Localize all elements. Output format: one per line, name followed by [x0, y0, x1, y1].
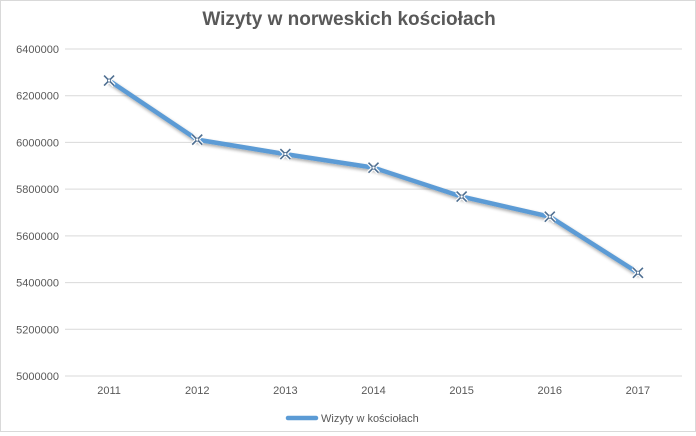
y-tick-label: 5600000	[16, 231, 59, 243]
x-tick-label: 2013	[273, 385, 297, 397]
data-point-marker	[455, 190, 469, 204]
data-point-marker	[631, 266, 645, 280]
y-tick-label: 5200000	[16, 324, 59, 336]
x-tick-label: 2012	[185, 385, 209, 397]
x-tick-label: 2015	[449, 385, 473, 397]
legend-item: Wizyty w kościołach	[285, 413, 419, 425]
y-tick-label: 5800000	[16, 184, 59, 196]
y-tick-label: 5000000	[16, 371, 59, 383]
chart-title: Wizyty w norweskich kościołach	[202, 9, 496, 30]
data-point-marker	[543, 210, 557, 224]
y-tick-label: 6200000	[16, 91, 59, 103]
x-tick-label: 2016	[538, 385, 562, 397]
series-line	[106, 78, 641, 276]
data-point-marker	[102, 74, 116, 87]
x-tick-label: 2017	[626, 385, 650, 397]
y-tick-label: 6400000	[16, 44, 59, 56]
data-point-marker	[367, 161, 380, 175]
x-tick-label: 2014	[361, 385, 385, 397]
x-tick-label: 2011	[97, 385, 121, 397]
legend-label: Wizyty w kościołach	[321, 413, 419, 425]
data-point-marker	[278, 147, 292, 161]
y-tick-label: 5400000	[16, 278, 59, 290]
data-point-marker	[190, 133, 204, 147]
y-tick-label: 6000000	[16, 137, 59, 149]
